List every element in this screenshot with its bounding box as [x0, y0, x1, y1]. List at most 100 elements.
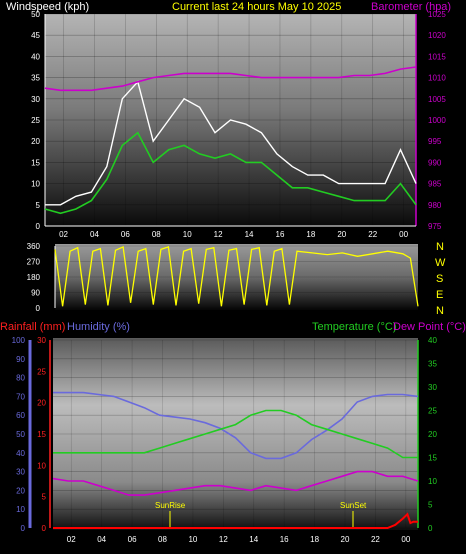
humidity-y-tick: 100: [12, 336, 26, 345]
baro-y-tick: 1010: [428, 74, 446, 83]
dewpoint-axis-title: Dew Point (°C): [393, 321, 466, 333]
baro-y-tick: 1000: [428, 116, 446, 125]
wind-y-tick: 45: [31, 31, 40, 40]
wind-x-tick: 06: [121, 230, 130, 239]
rainfall-line: [53, 512, 418, 529]
wind-x-tick: 10: [183, 230, 192, 239]
direction-y-tick: 0: [36, 304, 41, 313]
temp-panel-bg: [53, 338, 418, 530]
rain-y-tick: 30: [37, 336, 46, 345]
humidity-y-tick: 90: [16, 355, 25, 364]
temp-x-tick: 12: [219, 535, 228, 544]
humidity-y-tick: 60: [16, 411, 25, 420]
wind-y-tick: 5: [36, 201, 41, 210]
humidity-y-tick: 80: [16, 374, 25, 383]
wind-y-tick: 40: [31, 52, 40, 61]
wind-x-tick: 18: [306, 230, 315, 239]
wind-y-tick: 30: [31, 95, 40, 104]
wind-y-tick: 35: [31, 74, 40, 83]
wind-y-tick: 50: [31, 10, 40, 19]
wind-x-tick: 08: [152, 230, 161, 239]
wind-x-tick: 02: [59, 230, 68, 239]
direction-y-tick: 90: [31, 289, 40, 298]
rain-y-tick: 10: [37, 461, 46, 470]
wind-direction-line: [54, 245, 419, 307]
temp-y-tick: 35: [428, 360, 437, 369]
baro-y-tick: 995: [428, 137, 442, 146]
compass-e: E: [436, 289, 443, 301]
barometer-axis-title: Barometer (hpa): [371, 1, 451, 13]
wind-baro-chart: 0510152025303540455097598098599099510001…: [31, 10, 446, 239]
wind-x-tick: 22: [368, 230, 377, 239]
rain-y-tick: 20: [37, 399, 46, 408]
wind-y-tick: 15: [31, 158, 40, 167]
temp-y-tick: 25: [428, 407, 437, 416]
temp-x-tick: 14: [249, 535, 258, 544]
wind-y-tick: 0: [36, 222, 41, 231]
temp-y-tick: 10: [428, 477, 437, 486]
rain-y-tick: 0: [42, 524, 47, 533]
humidity-y-tick: 10: [16, 505, 25, 514]
barometer-line: [44, 66, 417, 92]
humidity-line: [53, 391, 419, 460]
rainfall-axis-title: Rainfall (mm): [0, 321, 65, 333]
direction-y-tick: 270: [27, 258, 41, 267]
temp-y-tick: 5: [428, 501, 433, 510]
wind-x-tick: 12: [214, 230, 223, 239]
temp-y-tick: 0: [428, 524, 433, 533]
compass-w: W: [435, 257, 446, 269]
temp-y-tick: 20: [428, 430, 437, 439]
temp-x-tick: 18: [310, 535, 319, 544]
wind-y-tick: 25: [31, 116, 40, 125]
humidity-y-tick: 20: [16, 486, 25, 495]
baro-y-tick: 980: [428, 201, 442, 210]
humidity-y-tick: 40: [16, 449, 25, 458]
temp-x-tick: 02: [67, 535, 76, 544]
baro-y-tick: 985: [428, 180, 442, 189]
baro-y-tick: 975: [428, 222, 442, 231]
wind-y-tick: 20: [31, 137, 40, 146]
temperature-line: [53, 409, 418, 459]
windspeed-axis-title: Windspeed (kph): [6, 1, 89, 13]
baro-y-tick: 990: [428, 158, 442, 167]
rain-y-tick: 25: [37, 367, 46, 376]
compass-n-top: N: [436, 241, 444, 253]
direction-y-tick: 360: [27, 242, 41, 251]
humidity-y-tick: 50: [16, 430, 25, 439]
humidity-y-tick: 30: [16, 468, 25, 477]
wind-x-tick: 04: [90, 230, 99, 239]
baro-y-tick: 1015: [428, 52, 446, 61]
temp-x-tick: 20: [341, 535, 350, 544]
rain-humidity-temp-chart: 0102030405060708090100051015202530051015…: [12, 336, 438, 544]
wind-x-tick: 16: [276, 230, 285, 239]
temp-y-tick: 40: [428, 336, 437, 345]
wind-direction-chart: 0 90 180 270 360: [27, 242, 419, 313]
baro-y-tick: 1025: [428, 10, 446, 19]
temp-x-tick: 08: [158, 535, 167, 544]
humidity-y-tick: 70: [16, 392, 25, 401]
wind-average-line: [44, 131, 417, 215]
baro-y-tick: 1005: [428, 95, 446, 104]
humidity-axis-title: Humidity (%): [67, 321, 130, 333]
direction-y-tick: 180: [27, 273, 41, 282]
rain-y-tick: 5: [42, 493, 47, 502]
baro-y-tick: 1020: [428, 31, 446, 40]
rain-y-tick: 15: [37, 430, 46, 439]
wind-y-tick: 10: [31, 180, 40, 189]
chart-title: Current last 24 hours May 10 2025: [172, 1, 341, 13]
sunrise-label: SunRise: [155, 501, 186, 510]
compass-s: S: [436, 273, 443, 285]
temp-x-tick: 16: [280, 535, 289, 544]
temp-y-tick: 30: [428, 383, 437, 392]
temp-x-tick: 10: [188, 535, 197, 544]
compass-n-bottom: N: [436, 305, 444, 317]
dewpoint-line: [52, 470, 419, 496]
temp-x-tick: 22: [371, 535, 380, 544]
windspeed-line: [45, 80, 417, 206]
temp-x-tick: 06: [128, 535, 137, 544]
temperature-axis-title: Temperature (°C): [312, 321, 396, 333]
wind-x-tick: 14: [245, 230, 254, 239]
wind-x-tick: 00: [399, 230, 408, 239]
